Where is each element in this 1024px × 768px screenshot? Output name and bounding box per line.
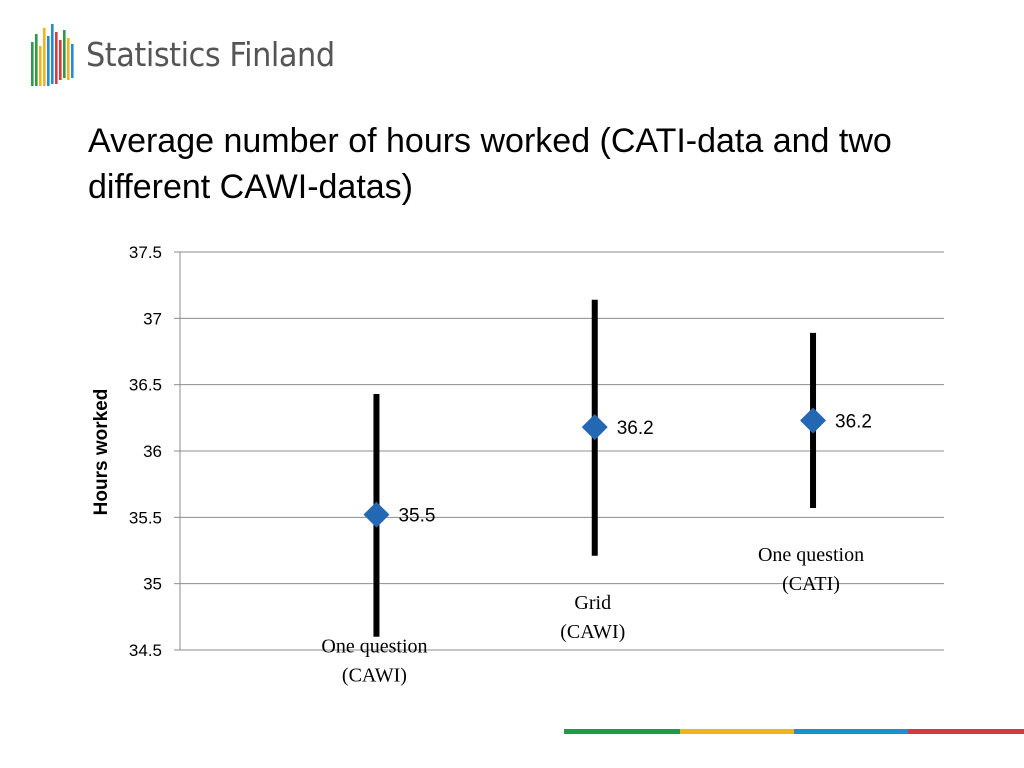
- logo-stripe: [47, 36, 50, 86]
- y-tick-label: 35: [143, 575, 162, 594]
- footer-stripe-green: [564, 729, 680, 734]
- category-label: One question: [321, 636, 427, 658]
- logo-stripe: [59, 40, 62, 80]
- data-point-marker: [800, 407, 827, 434]
- category-label: Grid: [574, 592, 611, 614]
- data-label: 36.2: [617, 418, 654, 439]
- category-label: (CAWI): [342, 665, 407, 687]
- logo-stripe: [51, 24, 54, 84]
- y-tick-label: 36.5: [129, 376, 162, 395]
- y-tick-label: 35.5: [129, 508, 162, 527]
- data-point-marker: [581, 414, 608, 441]
- logo-stripe: [43, 28, 46, 86]
- logo-stripe: [39, 46, 42, 86]
- logo-stripe: [55, 32, 58, 84]
- series: 35.5 One question (CAWI) 36.2 Grid (CAWI) 36.2…: [321, 299, 872, 687]
- logo-stripe: [35, 34, 38, 86]
- footer-stripe-yellow: [680, 729, 794, 734]
- logo-stripe: [71, 44, 74, 78]
- logo-stripe: [63, 30, 66, 78]
- data-label: 35.5: [398, 506, 435, 527]
- footer-stripe-red: [908, 729, 1024, 734]
- data-label: 36.2: [835, 411, 872, 432]
- statistics-finland-logo: Statistics Finland: [30, 22, 356, 86]
- y-axis-label: Hours worked: [91, 389, 112, 516]
- statistics-finland-logo-icon: [31, 24, 74, 86]
- y-tick-label: 37: [143, 309, 162, 328]
- logo-stripe: [67, 38, 70, 80]
- slide-title: Average number of hours worked (CATI-dat…: [88, 122, 892, 206]
- y-tick-label: 37.5: [129, 243, 162, 262]
- category-label: (CAWI): [560, 621, 625, 643]
- category-label: (CATI): [782, 573, 840, 595]
- logo-text: Statistics Finland: [86, 34, 335, 74]
- y-tick-labels: 34.5 35 35.5 36 36.5 37 37.5: [129, 243, 162, 660]
- footer-stripe-blue: [794, 729, 908, 734]
- y-tick-label: 36: [143, 442, 162, 461]
- data-point-marker: [363, 501, 390, 528]
- y-tick-label: 34.5: [129, 641, 162, 660]
- gridlines: [174, 251, 944, 651]
- logo-stripe: [31, 42, 34, 86]
- category-label: One question: [758, 544, 864, 566]
